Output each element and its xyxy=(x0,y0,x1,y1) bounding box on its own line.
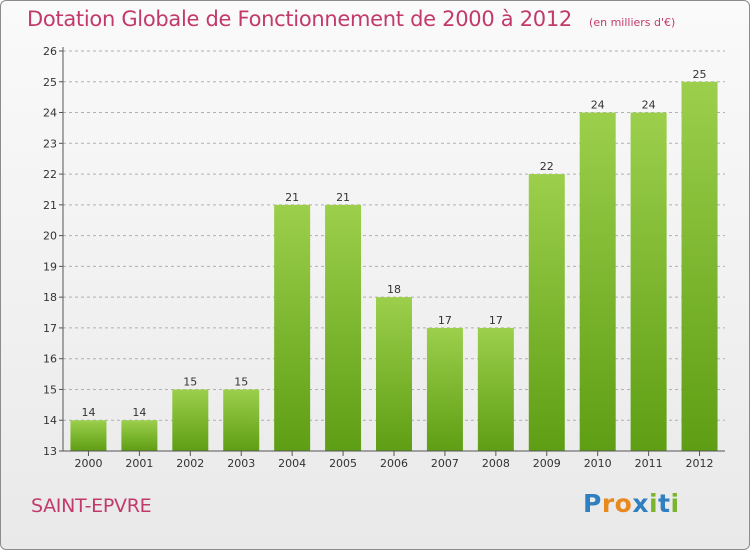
logo-letter: o xyxy=(614,489,633,518)
y-tick-label: 26 xyxy=(43,45,57,58)
chart-title: Dotation Globale de Fonctionnement de 20… xyxy=(27,7,572,31)
bar-2003 xyxy=(223,389,260,451)
x-tick-label: 2008 xyxy=(482,457,510,470)
bar-2009 xyxy=(528,174,565,452)
bar-2008 xyxy=(477,327,514,451)
x-tick-label: 2002 xyxy=(176,457,204,470)
y-tick-label: 22 xyxy=(43,168,57,181)
proxiti-logo[interactable]: Proxiti xyxy=(583,489,680,518)
bars xyxy=(70,81,718,452)
x-tick-label: 2006 xyxy=(380,457,408,470)
x-tick-label: 2004 xyxy=(278,457,306,470)
bar-2004 xyxy=(274,204,311,451)
bar-2012 xyxy=(681,81,718,452)
bar-2011 xyxy=(630,112,667,452)
title-row: Dotation Globale de Fonctionnement de 20… xyxy=(27,7,675,31)
data-label: 15 xyxy=(183,375,197,388)
x-tick-label: 2010 xyxy=(584,457,612,470)
y-tick-label: 15 xyxy=(43,383,57,396)
data-label: 18 xyxy=(387,283,401,296)
x-tick-label: 2011 xyxy=(635,457,663,470)
data-label: 21 xyxy=(285,191,299,204)
data-label: 15 xyxy=(234,375,248,388)
logo-letter: r xyxy=(601,489,615,518)
y-tick-label: 25 xyxy=(43,76,57,89)
data-label: 24 xyxy=(591,99,605,112)
data-label: 17 xyxy=(438,314,452,327)
bar-2007 xyxy=(426,327,463,451)
data-label: 24 xyxy=(642,99,656,112)
chart-subtitle: (en milliers d'€) xyxy=(589,16,676,29)
y-tick-label: 14 xyxy=(43,414,57,427)
y-tick-label: 24 xyxy=(43,107,57,120)
y-tick-label: 13 xyxy=(43,445,57,458)
data-label: 25 xyxy=(693,68,707,81)
x-tick-label: 2009 xyxy=(533,457,561,470)
data-label: 21 xyxy=(336,191,350,204)
data-label: 17 xyxy=(489,314,503,327)
y-tick-label: 17 xyxy=(43,322,57,335)
bar-2006 xyxy=(376,297,412,451)
logo-letter: i xyxy=(649,489,659,518)
bar-2001 xyxy=(121,420,158,451)
bar-2005 xyxy=(325,204,362,451)
axes xyxy=(59,47,725,456)
y-tick-label: 23 xyxy=(43,137,57,150)
bar-2002 xyxy=(172,389,209,451)
y-tick-label: 16 xyxy=(43,353,57,366)
logo-letter: t xyxy=(658,489,671,518)
y-tick-label: 20 xyxy=(43,230,57,243)
x-tick-label: 2005 xyxy=(329,457,357,470)
data-label: 22 xyxy=(540,160,554,173)
y-tick-label: 18 xyxy=(43,291,57,304)
x-tick-label: 2001 xyxy=(125,457,153,470)
x-tick-label: 2007 xyxy=(431,457,459,470)
y-tick-label: 21 xyxy=(43,199,57,212)
data-label: 14 xyxy=(132,406,146,419)
logo-letter: P xyxy=(583,489,602,518)
x-tick-label: 2012 xyxy=(686,457,714,470)
commune-name: SAINT-EPVRE xyxy=(31,495,152,517)
x-tick-label: 2000 xyxy=(74,457,102,470)
logo-letter: x xyxy=(632,489,649,518)
x-tick-label: 2003 xyxy=(227,457,255,470)
data-label: 14 xyxy=(81,406,95,419)
logo-letter: i xyxy=(670,489,680,518)
y-tick-label: 19 xyxy=(43,260,57,273)
labels: 13 14 15 16 17 18 19 20 21 22 23 24 25 26 14 2000 14 2001… xyxy=(43,45,714,470)
bar-2000 xyxy=(70,420,107,451)
bar-2010 xyxy=(579,112,616,452)
